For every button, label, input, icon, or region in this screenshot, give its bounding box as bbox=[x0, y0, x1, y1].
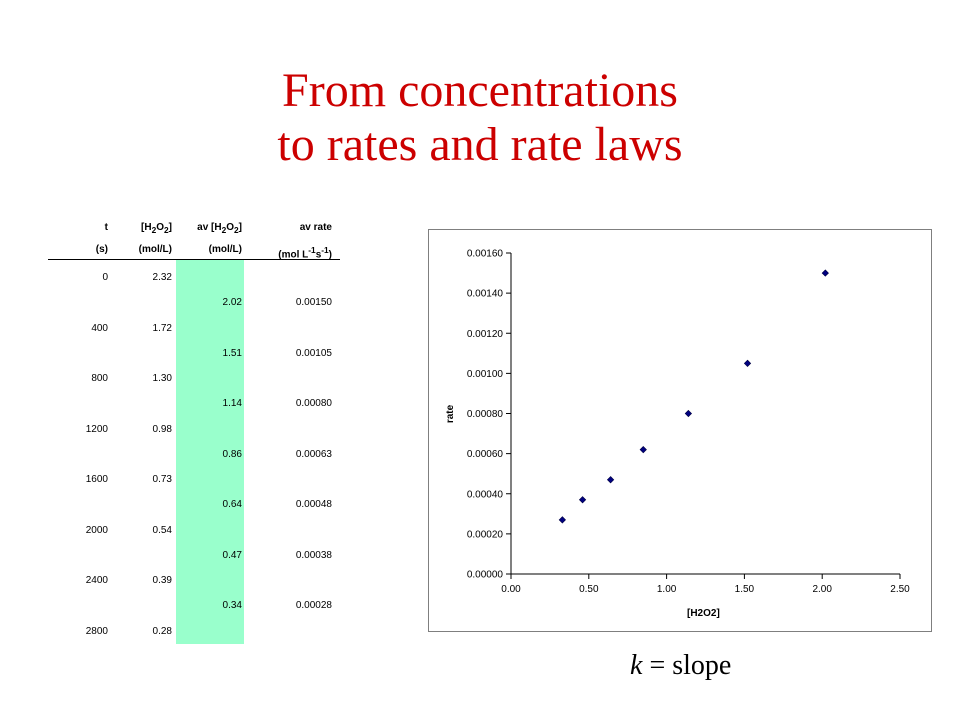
header-rule bbox=[48, 259, 340, 260]
average-rate-cell: 0.00028 bbox=[295, 600, 332, 611]
y-tick-label: 0.00080 bbox=[467, 409, 504, 420]
column-header: av rate bbox=[299, 222, 332, 233]
column-header: [H2O2] bbox=[141, 222, 172, 235]
slope-caption: k = slope bbox=[630, 650, 731, 682]
data-point bbox=[639, 445, 647, 454]
average-rate-cell: 0.00038 bbox=[295, 549, 332, 561]
average-concentration-cell: 0.34 bbox=[222, 600, 242, 611]
column-header: t bbox=[104, 222, 108, 233]
y-tick-label: 0.00000 bbox=[467, 570, 504, 581]
y-tick-label: 0.00040 bbox=[467, 489, 504, 500]
average-rate-cell: 0.00063 bbox=[295, 448, 332, 460]
y-tick-label: 0.00160 bbox=[467, 249, 504, 260]
concentration-cell: 1.72 bbox=[152, 322, 172, 334]
time-cell: 400 bbox=[91, 322, 108, 334]
data-point bbox=[684, 409, 693, 418]
column-unit: (s) bbox=[95, 244, 108, 255]
average-concentration-cell: 0.86 bbox=[222, 448, 242, 460]
title-line-1: From concentrations bbox=[282, 64, 678, 117]
y-tick-label: 0.00140 bbox=[467, 289, 504, 300]
average-rate-cell: 0.00150 bbox=[295, 297, 332, 308]
data-point bbox=[743, 359, 752, 367]
data-point bbox=[606, 476, 615, 484]
x-tick-label: 0.00 bbox=[501, 584, 521, 595]
concentration-cell: 0.39 bbox=[152, 575, 172, 586]
y-tick-label: 0.00120 bbox=[467, 329, 504, 340]
x-tick-label: 1.50 bbox=[735, 584, 755, 595]
rate-vs-concentration-chart: 0.00 0.50 1.00 1.50 2.00 2.50 0.00000 0.00020 0.… bbox=[428, 229, 932, 632]
time-cell: 800 bbox=[91, 373, 108, 384]
column-unit: (mol L-1s-1) bbox=[278, 245, 332, 261]
x-tick-label: 0.50 bbox=[579, 584, 599, 595]
average-rate-cell: 0.00048 bbox=[295, 499, 332, 510]
time-cell: 1600 bbox=[85, 474, 108, 485]
x-tick-label: 2.50 bbox=[890, 584, 910, 595]
y-tick-label: 0.00100 bbox=[467, 369, 504, 380]
average-concentration-cell: 0.64 bbox=[222, 499, 242, 510]
y-tick-label: 0.00020 bbox=[467, 529, 504, 540]
y-tick-label: 0.00060 bbox=[467, 449, 504, 460]
concentration-cell: 1.30 bbox=[152, 373, 172, 384]
concentration-cell: 2.32 bbox=[152, 272, 172, 283]
average-rate-cell: 0.00105 bbox=[295, 347, 332, 359]
y-axis-label: rate bbox=[445, 404, 456, 423]
average-concentration-cell: 1.14 bbox=[222, 398, 242, 409]
average-concentration-cell: 2.02 bbox=[222, 297, 242, 308]
column-unit: (mol/L) bbox=[138, 244, 172, 255]
time-cell: 2800 bbox=[85, 625, 108, 637]
caption-variable: k bbox=[630, 650, 643, 681]
concentration-cell: 0.73 bbox=[152, 474, 172, 485]
x-tick-label: 2.00 bbox=[812, 584, 832, 595]
data-point bbox=[558, 516, 566, 524]
time-cell: 1200 bbox=[85, 423, 108, 435]
concentration-cell: 0.28 bbox=[152, 625, 172, 637]
column-header: av [H2O2] bbox=[197, 222, 242, 235]
average-concentration-cell: 1.51 bbox=[222, 347, 242, 359]
x-tick-label: 1.00 bbox=[657, 584, 677, 595]
time-cell: 2000 bbox=[85, 524, 108, 536]
title-line-2: to rates and rate laws bbox=[277, 118, 683, 171]
time-cell: 2400 bbox=[85, 575, 108, 586]
caption-text: = slope bbox=[642, 650, 732, 681]
column-unit: (mol/L) bbox=[208, 244, 242, 255]
average-concentration-cell: 0.47 bbox=[222, 549, 242, 561]
x-axis-label: [H2O2] bbox=[687, 608, 720, 619]
concentration-cell: 0.54 bbox=[152, 524, 172, 536]
average-concentration-highlight bbox=[176, 259, 244, 644]
chart-svg: 0.00 0.50 1.00 1.50 2.00 2.50 0.00000 0.00020 0.… bbox=[445, 249, 910, 620]
data-point bbox=[821, 269, 829, 277]
average-rate-cell: 0.00080 bbox=[295, 398, 332, 409]
concentration-cell: 0.98 bbox=[152, 423, 172, 435]
data-point bbox=[578, 496, 587, 504]
slide-title: From concentrations to rates and rate la… bbox=[0, 64, 960, 172]
time-cell: 0 bbox=[102, 272, 108, 283]
